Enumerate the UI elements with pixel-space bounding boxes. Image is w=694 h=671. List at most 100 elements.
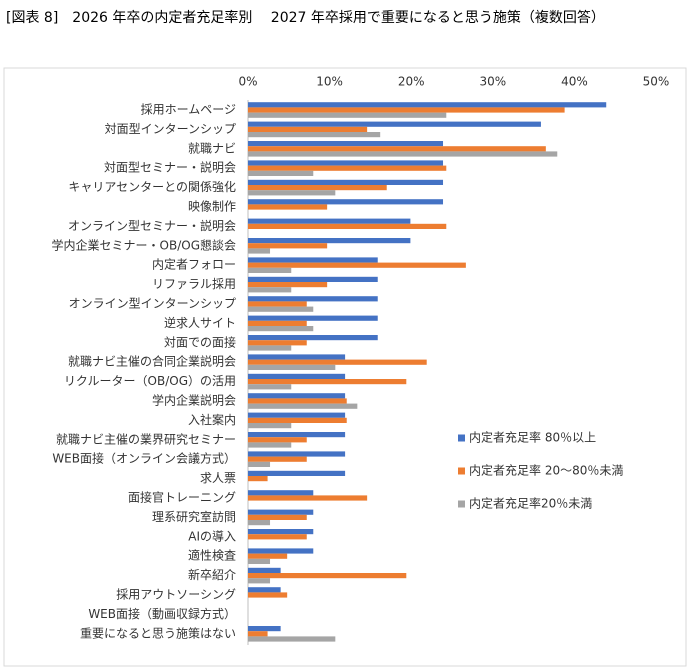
y-tick-label: 逆求人サイト (164, 315, 236, 330)
x-tick-label: 0% (238, 75, 257, 89)
bar (248, 379, 407, 385)
bar (248, 315, 378, 321)
bar (248, 423, 292, 429)
y-tick-label: 対面での面接 (164, 334, 236, 349)
bar (248, 345, 292, 351)
y-tick-label: 学内企業説明会 (152, 393, 236, 408)
y-tick-label: 就職ナビ (188, 141, 236, 155)
bar (248, 165, 447, 171)
y-tick-label: 重要になると思う施策はない (80, 626, 236, 640)
bar (248, 514, 307, 520)
bar (248, 567, 281, 573)
x-tick-label: 40% (561, 75, 588, 89)
bar (248, 121, 541, 127)
bar (248, 587, 281, 593)
bar (248, 529, 314, 535)
bar (248, 160, 444, 166)
legend-label: 内定者充足率20％未満 (469, 496, 592, 511)
bar (248, 151, 558, 157)
x-tick-label: 30% (479, 75, 506, 89)
bar (248, 141, 444, 147)
y-tick-label: リファラル採用 (152, 277, 236, 291)
y-tick-label: キャリアセンターとの関係強化 (68, 180, 236, 194)
x-tick-label: 50% (643, 75, 670, 89)
chart-title: [図表 8] 2026 年卒の内定者充足率別 2027 年卒採用で重要になると思… (6, 10, 605, 26)
bar (248, 306, 314, 312)
bar (248, 248, 271, 254)
bar (248, 179, 444, 185)
bar (248, 398, 347, 404)
legend-swatch (458, 500, 465, 508)
bar (248, 301, 307, 307)
y-tick-label: 面接官トレーニング (128, 490, 236, 505)
y-tick-label: 映像制作 (188, 200, 236, 214)
bar (248, 384, 292, 390)
bar (248, 287, 292, 293)
bar (248, 126, 368, 132)
y-tick-label: 就職ナビ主催の業界研究セミナー (56, 431, 236, 446)
legend-swatch (458, 467, 465, 475)
bar (248, 296, 378, 302)
bar (248, 534, 307, 540)
bar (248, 354, 346, 360)
bar (248, 199, 444, 205)
bar (248, 282, 328, 288)
bar (248, 592, 288, 598)
y-tick-label: 新卒紹介 (188, 567, 236, 582)
bar (248, 432, 346, 438)
bar (248, 509, 314, 515)
y-tick-label: 就職ナビ主催の合同企業説明会 (68, 354, 236, 369)
bar (248, 335, 378, 341)
y-tick-label: AIの導入 (188, 529, 236, 543)
y-tick-label: 採用ホームページ (141, 103, 236, 117)
y-tick-label: 理系研究室訪問 (152, 509, 236, 524)
bar (248, 238, 411, 244)
y-tick-label: オンライン型セミナー・説明会 (68, 218, 236, 233)
bar (248, 340, 307, 346)
bar (248, 364, 336, 370)
bar (248, 476, 268, 482)
bar (248, 326, 314, 332)
bar (248, 190, 336, 196)
x-tick-label: 20% (398, 75, 425, 89)
bar (248, 578, 271, 584)
bar (248, 490, 314, 496)
bar (248, 437, 307, 443)
bar (248, 558, 271, 564)
bar (248, 112, 447, 118)
bar (248, 626, 281, 632)
legend-label: 内定者充足率 80％以上 (469, 430, 596, 445)
bar (248, 456, 307, 462)
bar (248, 204, 328, 210)
bar (248, 132, 381, 138)
bar (248, 257, 378, 263)
y-tick-label: オンライン型インターンシップ (69, 297, 236, 311)
bar (248, 359, 427, 365)
bar (248, 218, 411, 224)
bar (248, 442, 292, 448)
bar (248, 451, 346, 457)
y-tick-label: リクルーター（OB/OG）の活用 (64, 374, 236, 388)
bar (248, 495, 368, 501)
bar (248, 267, 292, 273)
chart-frame (3, 67, 687, 667)
bar (248, 243, 328, 249)
x-tick-label: 10% (316, 75, 343, 89)
bar (248, 417, 347, 423)
legend-label: 内定者充足率 20～80％未満 (469, 463, 623, 478)
y-tick-label: 入社案内 (188, 412, 236, 427)
bar (248, 223, 447, 229)
bar (248, 553, 288, 559)
y-tick-label: WEB面接（オンライン会議方式） (52, 451, 236, 466)
legend-swatch (458, 434, 465, 442)
y-tick-label: 対面型セミナー・説明会 (104, 160, 236, 175)
bar (248, 170, 314, 176)
bar (248, 276, 378, 282)
bar (248, 631, 268, 637)
bar (248, 636, 336, 642)
y-tick-label: 内定者フォロー (152, 257, 236, 272)
bar (248, 403, 358, 409)
y-tick-label: WEB面接（動画収録方式） (88, 606, 236, 621)
y-tick-label: 対面型インターンシップ (105, 122, 236, 136)
